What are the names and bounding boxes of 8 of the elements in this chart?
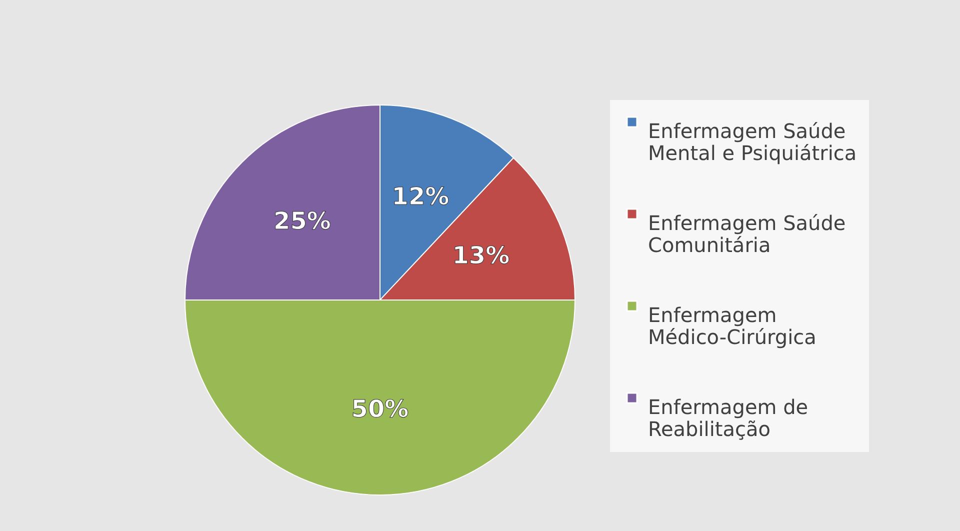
- data-label: 12%: [392, 182, 450, 211]
- data-label: 25%: [273, 207, 331, 236]
- legend-label: Enfermagem Saúde Comunitária: [648, 211, 846, 257]
- legend-label: Enfermagem de Reabilitação: [648, 395, 808, 441]
- data-label: 13%: [452, 241, 510, 270]
- legend-label: Enfermagem Médico-Cirúrgica: [648, 303, 816, 349]
- legend-label: Enfermagem Saúde Mental e Psiquiátrica: [648, 119, 857, 165]
- data-label: 50%: [351, 395, 409, 423]
